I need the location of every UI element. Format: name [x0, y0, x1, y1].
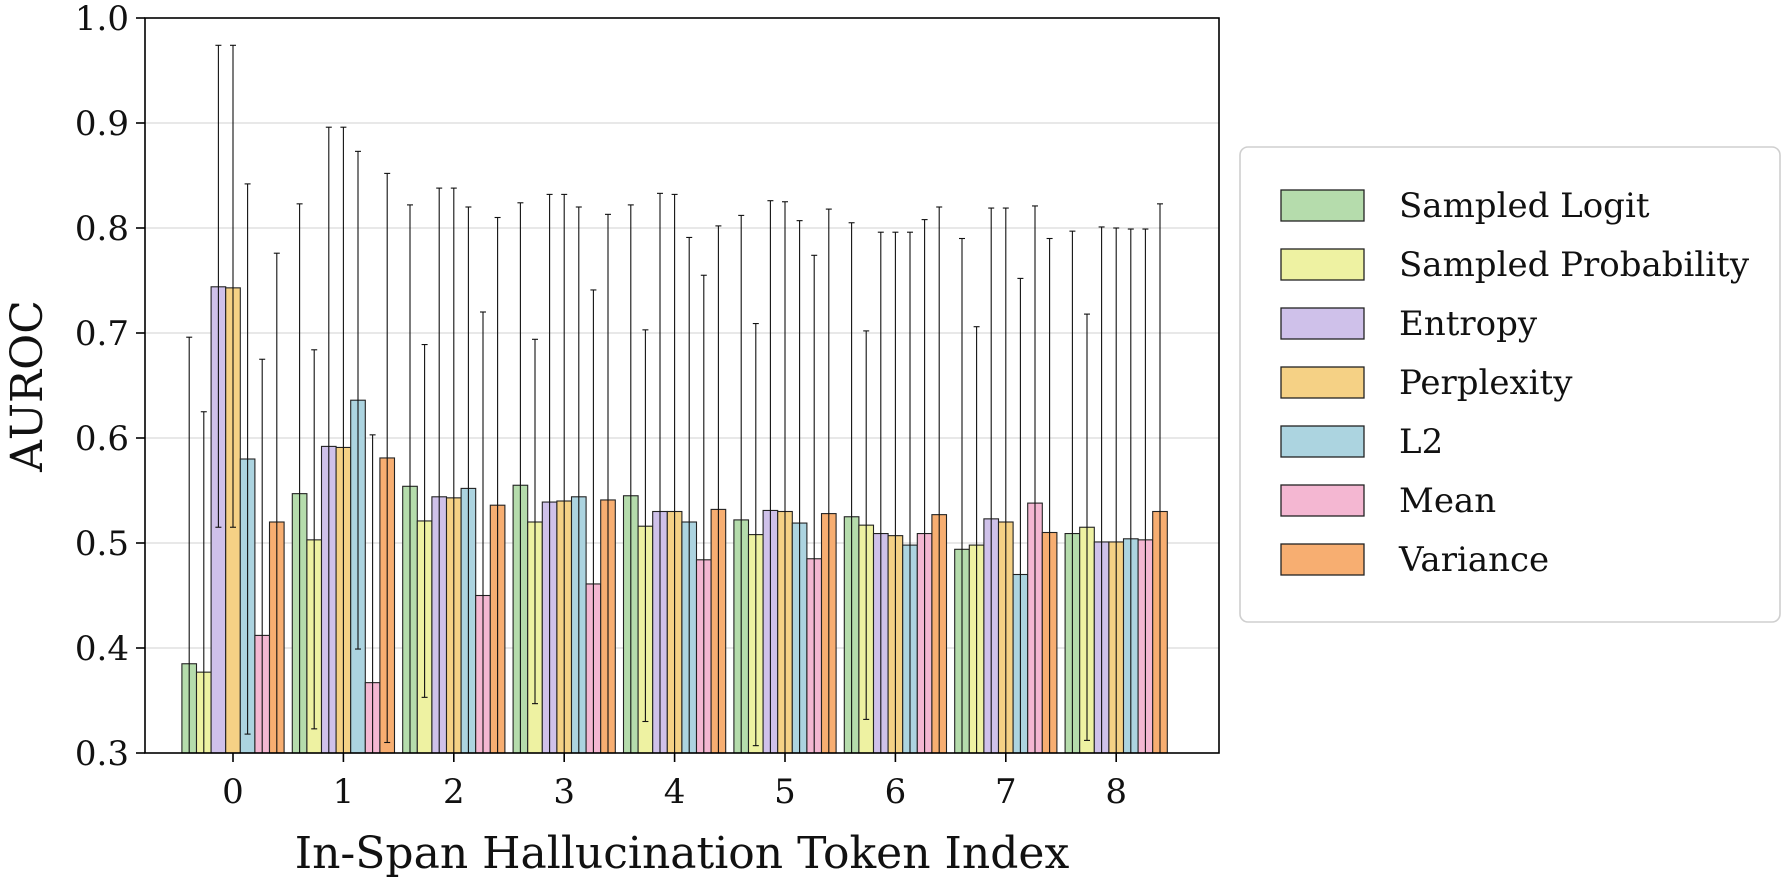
x-axis-title: In-Span Hallucination Token Index — [295, 828, 1070, 879]
x-tick-label: 0 — [222, 772, 244, 812]
x-tick-label: 6 — [885, 772, 907, 812]
y-axis: 0.3 0.4 0.5 0.6 0.7 0.8 0.9 1.0 — [75, 0, 145, 774]
legend-swatch — [1280, 484, 1365, 517]
y-axis-title: AUROC — [2, 300, 53, 473]
y-tick-label: 0.5 — [75, 524, 129, 564]
legend: Sampled Logit Sampled Probability Entropy P… — [1239, 146, 1781, 623]
x-tick-label: 2 — [443, 772, 465, 812]
legend-swatch — [1280, 425, 1365, 458]
legend-label: Perplexity — [1399, 363, 1573, 403]
y-tick-label: 0.6 — [75, 419, 129, 459]
legend-items: Sampled Logit Sampled Probability Entropy P… — [1280, 186, 1750, 580]
y-tick-label: 0.3 — [75, 734, 129, 774]
legend-label: Sampled Probability — [1399, 245, 1750, 285]
y-tick-label: 0.4 — [75, 629, 129, 669]
x-tick-label: 1 — [333, 772, 355, 812]
y-tick-label: 1.0 — [75, 0, 129, 39]
x-axis: 0 1 2 3 4 5 6 7 8 — [222, 753, 1127, 812]
legend-label: Sampled Logit — [1399, 186, 1650, 226]
error-bars-layer — [186, 44, 1163, 753]
legend-frame — [1239, 146, 1781, 623]
x-tick-label: 7 — [995, 772, 1017, 812]
x-tick-label: 4 — [664, 772, 686, 812]
legend-label: Variance — [1398, 540, 1549, 580]
legend-swatch — [1280, 366, 1365, 399]
y-tick-label: 0.9 — [75, 104, 129, 144]
legend-label: Entropy — [1399, 304, 1538, 344]
legend-label: Mean — [1399, 481, 1496, 521]
y-tick-label: 0.7 — [75, 314, 129, 354]
legend-swatch — [1280, 543, 1365, 576]
legend-label: L2 — [1399, 422, 1443, 462]
legend-swatch — [1280, 189, 1365, 222]
x-tick-label: 5 — [774, 772, 796, 812]
x-tick-label: 8 — [1105, 772, 1127, 812]
x-tick-label: 3 — [553, 772, 575, 812]
y-tick-label: 0.8 — [75, 209, 129, 249]
legend-swatch — [1280, 307, 1365, 340]
legend-swatch — [1280, 248, 1365, 281]
plot-frame — [144, 17, 1220, 754]
